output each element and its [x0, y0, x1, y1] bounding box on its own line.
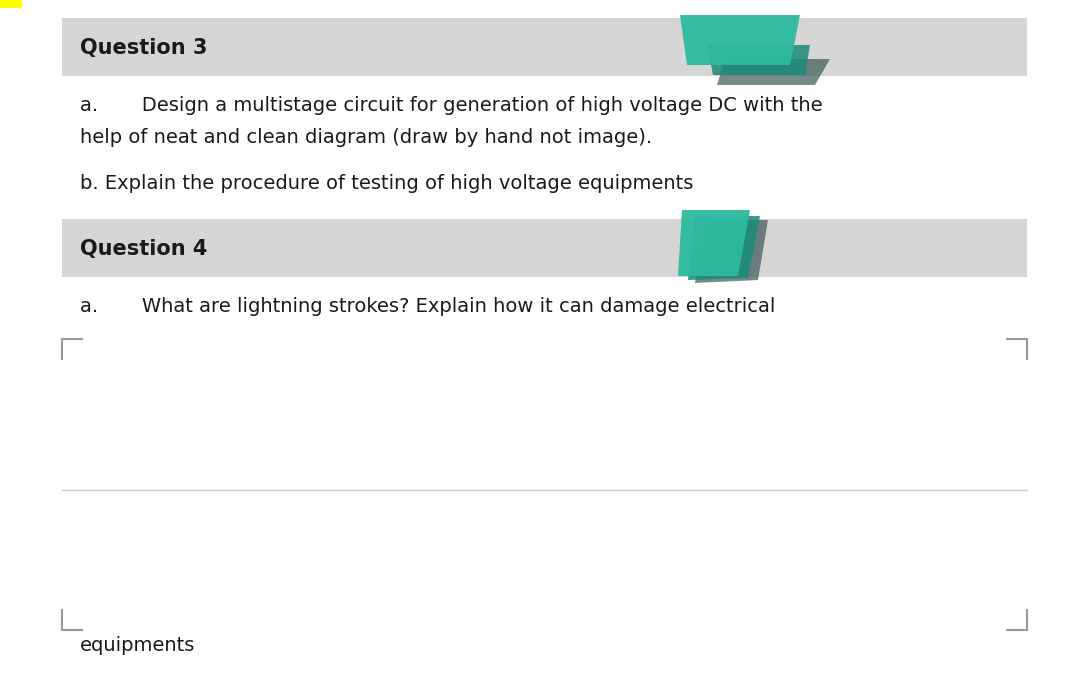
- Text: help of neat and clean diagram (draw by hand not image).: help of neat and clean diagram (draw by …: [80, 128, 652, 147]
- Polygon shape: [678, 210, 750, 276]
- Polygon shape: [707, 45, 810, 75]
- Bar: [0, 0, 22, 8]
- Bar: [63, 18, 1027, 76]
- Polygon shape: [688, 216, 760, 280]
- Bar: [63, 219, 1027, 277]
- Text: b. Explain the procedure of testing of high voltage equipments: b. Explain the procedure of testing of h…: [80, 174, 693, 193]
- Polygon shape: [680, 15, 800, 65]
- Text: Question 4: Question 4: [80, 239, 207, 259]
- Polygon shape: [695, 220, 768, 283]
- Polygon shape: [717, 59, 830, 85]
- Text: a.       Design a multistage circuit for generation of high voltage DC with the: a. Design a multistage circuit for gener…: [80, 96, 823, 115]
- Text: Question 3: Question 3: [80, 38, 207, 58]
- Text: equipments: equipments: [80, 636, 195, 655]
- Text: a.       What are lightning strokes? Explain how it can damage electrical: a. What are lightning strokes? Explain h…: [80, 297, 775, 316]
